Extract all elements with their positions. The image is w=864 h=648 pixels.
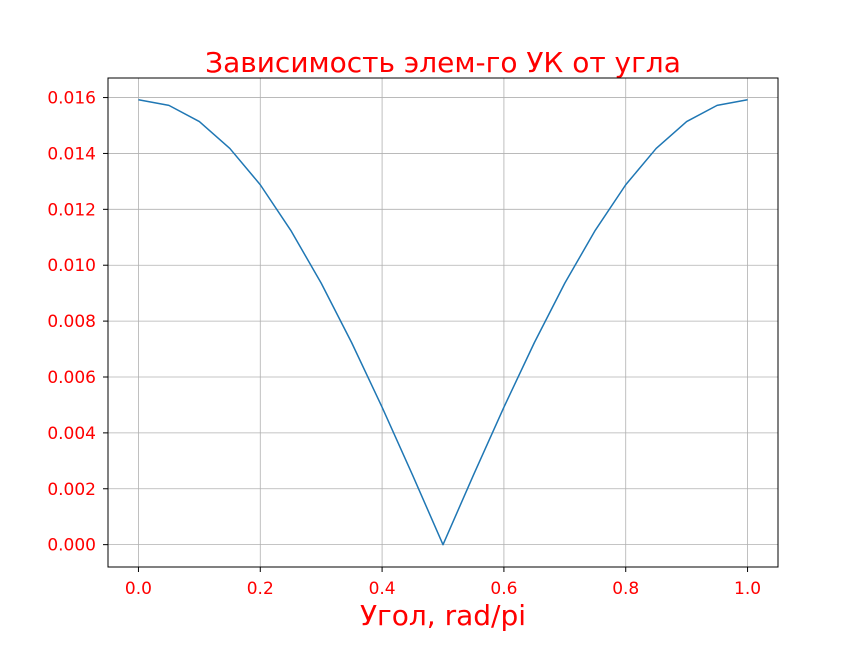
data-point: [625, 184, 626, 185]
data-point: [260, 184, 261, 185]
data-point: [473, 474, 474, 475]
y-tick-label: 0.002: [47, 480, 96, 500]
x-ticks: 0.0 0.2 0.4 0.6 0.8 1.0: [125, 567, 761, 599]
y-ticks: 0.000 0.002 0.004 0.006 0.008 0.010 0.012 0.014…: [47, 89, 108, 556]
data-point: [747, 99, 748, 100]
y-tick-label: 0.012: [47, 200, 96, 220]
x-tick-label: 0.0: [125, 579, 152, 599]
data-point: [534, 342, 535, 343]
data-point: [503, 407, 504, 408]
y-tick-label: 0.008: [47, 312, 96, 332]
data-point: [656, 148, 657, 149]
data-point: [229, 148, 230, 149]
y-tick-label: 0.014: [47, 144, 96, 164]
plot-area-frame: [107, 77, 779, 568]
grid: [108, 78, 778, 567]
data-point: [321, 283, 322, 284]
data-point: [595, 230, 596, 231]
x-tick-label: 0.8: [612, 579, 639, 599]
y-tick-label: 0.004: [47, 424, 96, 444]
x-tick-label: 0.6: [490, 579, 517, 599]
x-tick-label: 0.4: [369, 579, 396, 599]
data-point: [290, 230, 291, 231]
x-tick-label: 0.2: [247, 579, 274, 599]
data-point: [351, 342, 352, 343]
data-point: [199, 121, 200, 122]
series-line-0: [138, 99, 748, 546]
data-point: [168, 105, 169, 106]
data-point: [564, 283, 565, 284]
data-point: [442, 544, 443, 545]
y-tick-label: 0.010: [47, 256, 96, 276]
data-point: [686, 121, 687, 122]
y-tick-label: 0.000: [47, 536, 96, 556]
series-layer: [138, 99, 748, 546]
y-tick-label: 0.006: [47, 368, 96, 388]
chart-title: Зависимость элем-го УК от угла: [205, 46, 681, 79]
data-point: [138, 99, 139, 100]
x-axis-label: Угол, rad/pi: [360, 599, 526, 632]
data-point: [716, 105, 717, 106]
data-point: [412, 474, 413, 475]
data-point: [381, 407, 382, 408]
x-tick-label: 1.0: [734, 579, 761, 599]
y-tick-label: 0.016: [47, 89, 96, 109]
